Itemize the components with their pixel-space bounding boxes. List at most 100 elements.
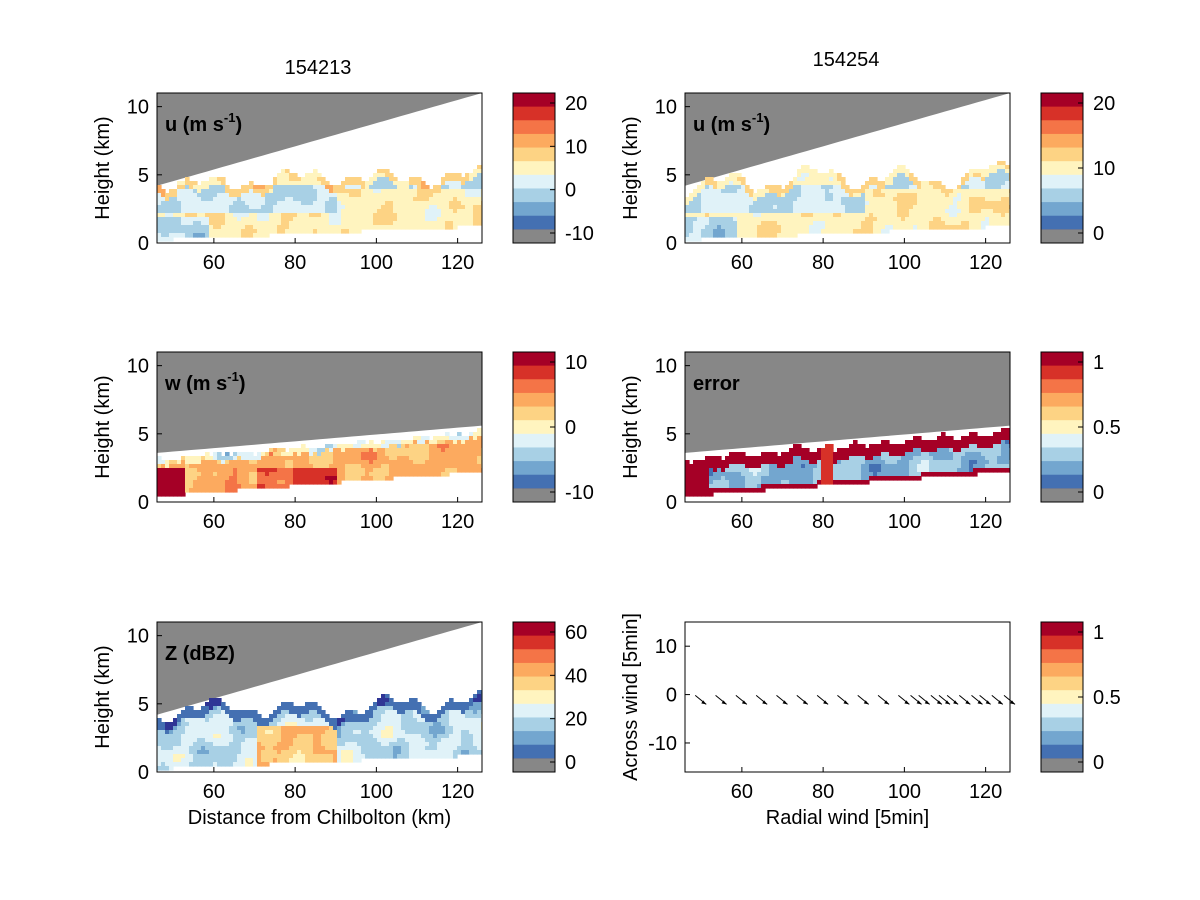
y-tick-label: 0	[666, 233, 677, 255]
colorbar-label: 60	[565, 622, 587, 644]
gray-mask	[157, 622, 482, 715]
x-tick-label: 100	[888, 511, 921, 533]
colorbar-label: 1	[1093, 622, 1104, 644]
colorbar-swatch	[1041, 365, 1083, 380]
panel-label-close: )	[235, 114, 242, 136]
colorbar-swatch	[513, 161, 555, 176]
colorbar-swatch	[1041, 447, 1083, 462]
colorbar-label: 40	[565, 665, 587, 687]
y-tick-label: 10	[127, 356, 149, 378]
x-tick-label: 120	[969, 781, 1002, 803]
colorbar-swatch	[1041, 352, 1083, 367]
axes-frame	[684, 92, 1011, 244]
colorbar-swatch	[1041, 161, 1083, 176]
colorbar-swatch	[513, 147, 555, 162]
panel-label-sup: -1	[227, 369, 239, 384]
colorbar-label: 0.5	[1093, 417, 1121, 439]
colorbar-swatch	[513, 635, 555, 650]
colorbar-label: 0	[1093, 482, 1104, 504]
wind-arrowhead	[701, 700, 707, 705]
y-tick-label: 0	[138, 233, 149, 255]
colorbar-swatch	[1041, 703, 1083, 718]
x-tick-label: 120	[441, 781, 474, 803]
colorbar-swatch	[513, 420, 555, 435]
y-axis-label: Height (km)	[620, 116, 642, 219]
wind-arrowhead	[924, 700, 930, 705]
y-tick-label: 10	[127, 97, 149, 119]
x-tick-label: 120	[441, 511, 474, 533]
colorbar-swatch	[1041, 188, 1083, 203]
x-tick-label: 60	[203, 511, 225, 533]
colorbar-label: 0	[1093, 223, 1104, 245]
colorbar-swatch	[1041, 744, 1083, 759]
y-tick-label: 10	[655, 636, 677, 658]
x-tick-label: 100	[888, 252, 921, 274]
colorbar-swatch	[1041, 461, 1083, 476]
plot-area	[685, 352, 1010, 497]
colorbar-swatch	[1041, 229, 1083, 243]
colorbar-swatch	[1041, 649, 1083, 664]
colorbar-label: 10	[565, 136, 587, 158]
gray-mask	[685, 352, 1010, 453]
colorbar-label: 0	[1093, 752, 1104, 774]
panel-label-sup: -1	[224, 110, 236, 125]
colorbar-swatch	[513, 93, 555, 108]
wind-arrowhead	[802, 700, 808, 705]
x-tick-label: 80	[812, 252, 834, 274]
plot-area	[157, 352, 482, 497]
colorbar-label: -10	[565, 223, 594, 245]
x-tick-label: 60	[731, 781, 753, 803]
wind-arrowhead	[741, 700, 747, 705]
colorbar-swatch	[513, 461, 555, 476]
colorbar-swatch	[1041, 676, 1083, 691]
axes-frame	[156, 351, 483, 503]
colorbar-swatch	[1041, 106, 1083, 121]
panel-label: error	[693, 373, 740, 395]
x-tick-label: 100	[360, 781, 393, 803]
y-tick-label: 5	[138, 694, 149, 716]
colorbar-swatch	[513, 731, 555, 746]
colorbar-label: -10	[565, 482, 594, 504]
gray-mask	[157, 352, 482, 453]
colorbar-label: 20	[565, 93, 587, 115]
wind-arrowhead	[985, 700, 991, 705]
colorbar-swatch	[513, 352, 555, 367]
wind-arrowhead	[977, 700, 983, 705]
x-tick-label: 80	[284, 252, 306, 274]
wind-arrowhead	[936, 700, 942, 705]
colorbar-label: 0	[565, 180, 576, 202]
x-tick-label: 100	[360, 252, 393, 274]
colorbar-swatch	[513, 433, 555, 448]
colorbar-swatch	[513, 133, 555, 149]
x-tick-label: 120	[969, 252, 1002, 274]
x-tick-label: 80	[284, 781, 306, 803]
colorbar-swatch	[513, 406, 555, 421]
col-title-right: 154254	[813, 49, 880, 71]
y-tick-label: 0	[138, 492, 149, 514]
colorbar-swatch	[513, 703, 555, 718]
colorbar-label: 10	[565, 352, 587, 374]
colorbar-swatch	[1041, 622, 1083, 637]
y-tick-label: 5	[138, 424, 149, 446]
colorbar-swatch	[1041, 488, 1083, 502]
colorbar-swatch	[1041, 433, 1083, 448]
colorbar-swatch	[1041, 174, 1083, 189]
wind-arrowhead	[782, 700, 788, 705]
colorbar-label: 20	[1093, 93, 1115, 115]
plot-area	[685, 93, 1010, 242]
colorbar-label: 0	[565, 417, 576, 439]
axes-frame	[156, 621, 483, 773]
colorbar-swatch	[513, 649, 555, 664]
colorbar-swatch	[513, 174, 555, 189]
colorbar-swatch	[513, 717, 555, 732]
x-tick-label: 60	[203, 781, 225, 803]
y-tick-label: 5	[138, 165, 149, 187]
colorbar-swatch	[513, 690, 555, 705]
wind-arrowhead	[762, 700, 768, 705]
colorbar-swatch	[513, 662, 555, 678]
axes-frame	[684, 621, 1011, 773]
colorbar-swatch	[1041, 731, 1083, 746]
